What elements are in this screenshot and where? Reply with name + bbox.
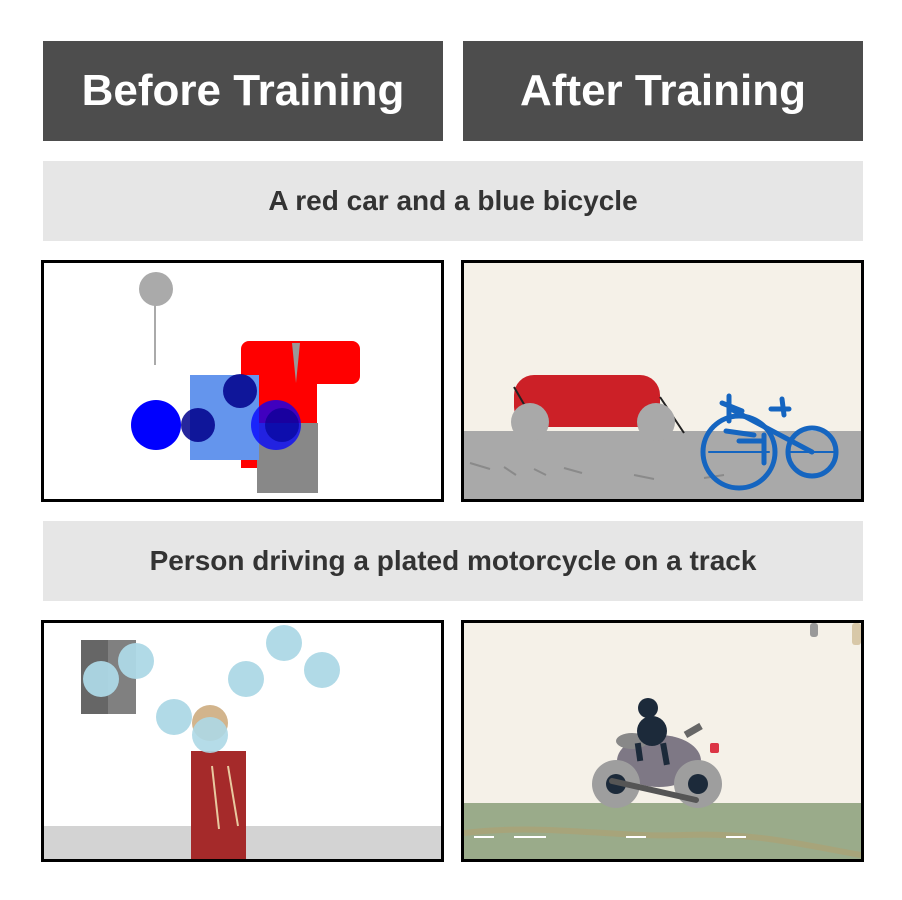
header-before-training: Before Training [43, 41, 443, 141]
blue-wheel-left [131, 400, 181, 450]
gray-ball [139, 272, 173, 306]
red-figure-body [191, 751, 246, 859]
header-after-training: After Training [463, 41, 863, 141]
road [464, 431, 861, 499]
after-car-bicycle-illustration [464, 263, 861, 499]
rider [634, 698, 670, 766]
red-car [514, 375, 660, 427]
before-motorcycle-illustration [44, 623, 441, 859]
blue-bicycle [700, 393, 839, 491]
navy-circle-1 [181, 408, 215, 442]
car-wheel-front [637, 403, 675, 441]
image-after-row-1 [461, 260, 864, 502]
navy-circle-3 [265, 408, 299, 442]
before-car-bicycle-illustration [44, 263, 441, 499]
light-blue-circles [83, 625, 340, 753]
image-before-row-2 [41, 620, 444, 862]
gray-wedge [292, 343, 300, 383]
after-motorcycle-illustration [464, 623, 861, 859]
car-wheel-rear [511, 403, 549, 441]
caption-row-1: A red car and a blue bicycle [43, 161, 863, 241]
image-after-row-2 [461, 620, 864, 862]
caption-row-2: Person driving a plated motorcycle on a … [43, 521, 863, 601]
navy-circle-2 [223, 374, 257, 408]
image-before-row-1 [41, 260, 444, 502]
